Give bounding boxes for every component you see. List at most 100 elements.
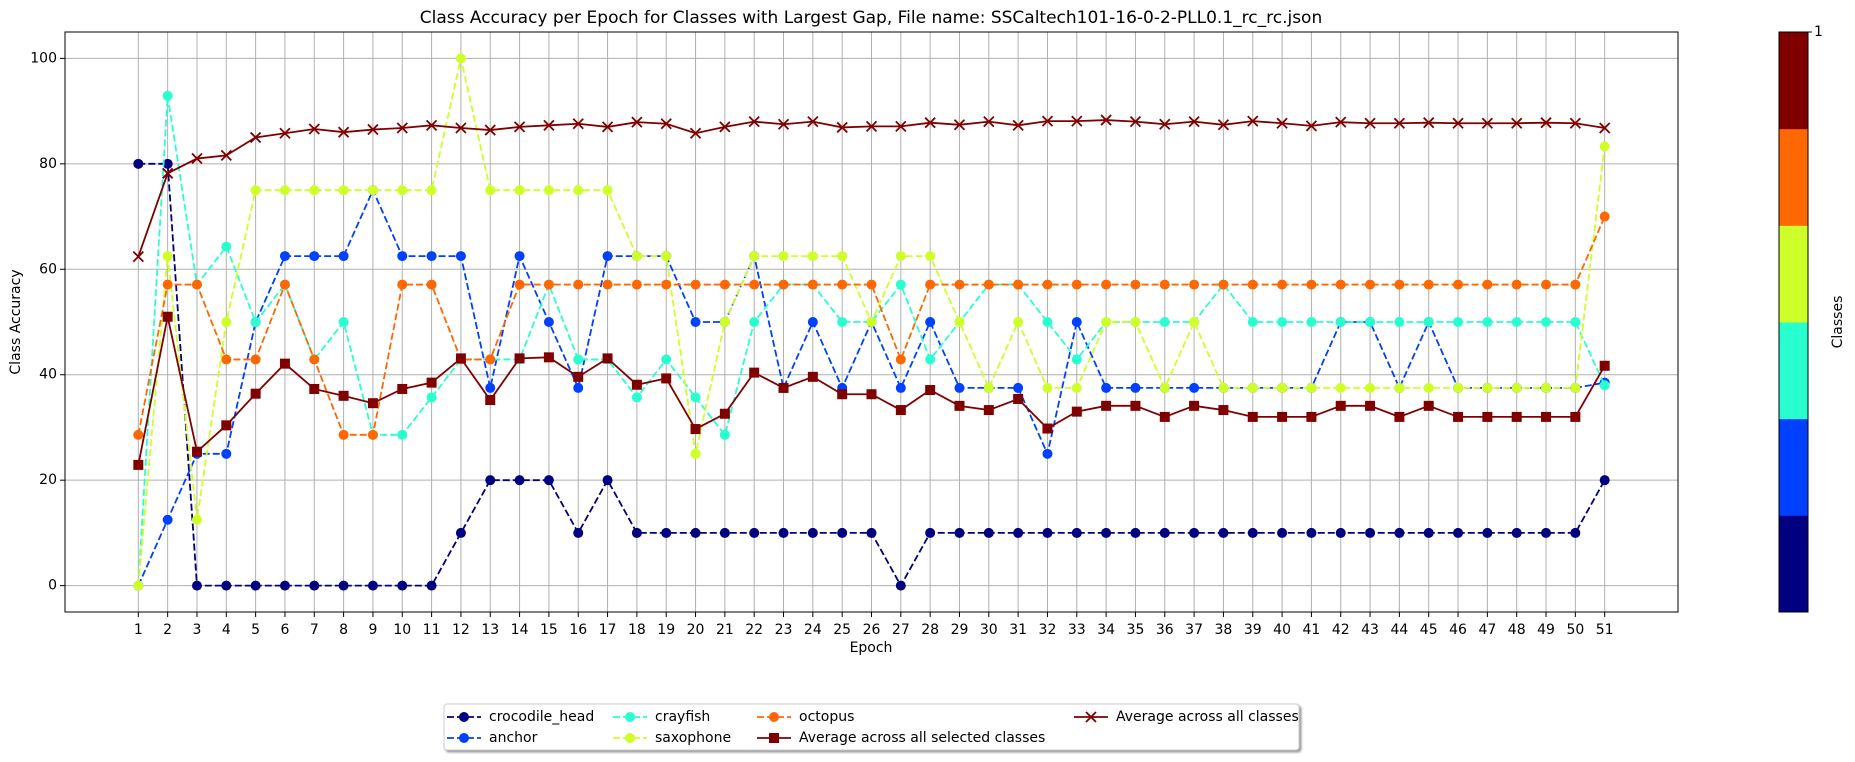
marker <box>1306 411 1317 422</box>
x-tick-label: 3 <box>193 622 202 638</box>
marker <box>1101 400 1112 411</box>
marker <box>1365 400 1376 411</box>
y-tick-label: 60 <box>39 261 57 277</box>
marker <box>1071 382 1082 393</box>
marker <box>1042 527 1053 538</box>
marker <box>514 279 525 290</box>
marker <box>1482 317 1493 327</box>
x-tick-label: 17 <box>599 622 617 638</box>
marker <box>777 118 790 130</box>
marker <box>221 354 232 365</box>
x-tick-label: 10 <box>393 622 411 638</box>
marker <box>778 251 789 262</box>
marker <box>279 185 290 196</box>
marker <box>1423 527 1434 538</box>
marker <box>1188 115 1200 128</box>
marker <box>485 354 496 365</box>
marker <box>983 115 995 128</box>
marker <box>1335 279 1346 290</box>
x-tick-label: 1 <box>134 622 143 638</box>
marker <box>769 733 779 743</box>
marker <box>1101 527 1112 538</box>
marker <box>837 279 848 290</box>
x-tick-label: 35 <box>1127 622 1145 638</box>
marker <box>925 251 936 262</box>
marker <box>807 279 818 290</box>
marker <box>1013 393 1024 404</box>
marker <box>1101 317 1112 327</box>
marker <box>719 121 731 133</box>
marker <box>1189 279 1200 290</box>
marker <box>338 317 349 327</box>
marker <box>866 279 877 290</box>
marker <box>543 279 554 290</box>
legend-box <box>443 703 1300 751</box>
y-tick-label: 80 <box>39 156 57 172</box>
marker <box>514 251 525 262</box>
marker <box>1042 448 1053 459</box>
x-tick-label: 22 <box>745 622 763 638</box>
marker <box>1364 117 1376 129</box>
marker <box>426 392 437 403</box>
x-tick-label: 9 <box>368 622 377 638</box>
marker <box>1071 317 1082 327</box>
marker <box>778 527 789 538</box>
marker <box>221 580 232 591</box>
marker <box>1042 382 1053 393</box>
marker <box>1277 411 1288 422</box>
x-axis-label: Epoch <box>850 640 893 656</box>
marker <box>455 122 467 134</box>
marker <box>924 117 936 129</box>
marker <box>1335 400 1346 411</box>
x-tick-label: 36 <box>1156 622 1174 638</box>
marker <box>221 448 232 459</box>
x-tick-label: 51 <box>1596 622 1614 638</box>
marker <box>485 382 496 393</box>
marker <box>573 371 584 382</box>
marker <box>308 123 320 135</box>
x-tick-label: 33 <box>1068 622 1086 638</box>
marker <box>1365 527 1376 538</box>
marker <box>983 279 994 290</box>
marker <box>837 251 848 262</box>
x-tick-label: 32 <box>1039 622 1057 638</box>
marker <box>426 185 437 196</box>
x-tick-label: 49 <box>1537 622 1555 638</box>
marker <box>865 120 878 133</box>
marker <box>1071 354 1082 365</box>
marker <box>690 279 701 290</box>
marker <box>602 475 613 486</box>
x-tick-label: 50 <box>1566 622 1584 638</box>
marker <box>1453 382 1464 393</box>
x-tick-label: 23 <box>775 622 793 638</box>
marker <box>749 367 760 378</box>
x-tick-label: 41 <box>1302 622 1320 638</box>
marker <box>1511 317 1522 327</box>
marker <box>1482 279 1493 290</box>
marker <box>1511 527 1522 538</box>
marker <box>1599 141 1610 152</box>
colorbar-segment <box>1779 128 1808 226</box>
marker <box>455 53 466 64</box>
marker <box>631 379 642 390</box>
marker <box>895 279 906 290</box>
x-tick-label: 16 <box>569 622 587 638</box>
marker <box>1570 279 1581 290</box>
x-tick-label: 20 <box>687 622 705 638</box>
x-tick-label: 6 <box>280 622 289 638</box>
marker <box>1159 527 1170 538</box>
x-tick-label: 47 <box>1478 622 1496 638</box>
x-tick-label: 25 <box>833 622 851 638</box>
marker <box>690 317 701 327</box>
marker <box>455 527 466 538</box>
marker <box>925 385 936 396</box>
marker <box>133 158 144 169</box>
marker <box>133 429 144 440</box>
legend-label: Average across all classes <box>1116 709 1299 725</box>
marker <box>1482 382 1493 393</box>
marker <box>221 420 232 431</box>
marker <box>279 580 290 591</box>
marker <box>573 382 584 393</box>
legend-label: crocodile_head <box>489 709 594 725</box>
marker <box>954 382 965 393</box>
